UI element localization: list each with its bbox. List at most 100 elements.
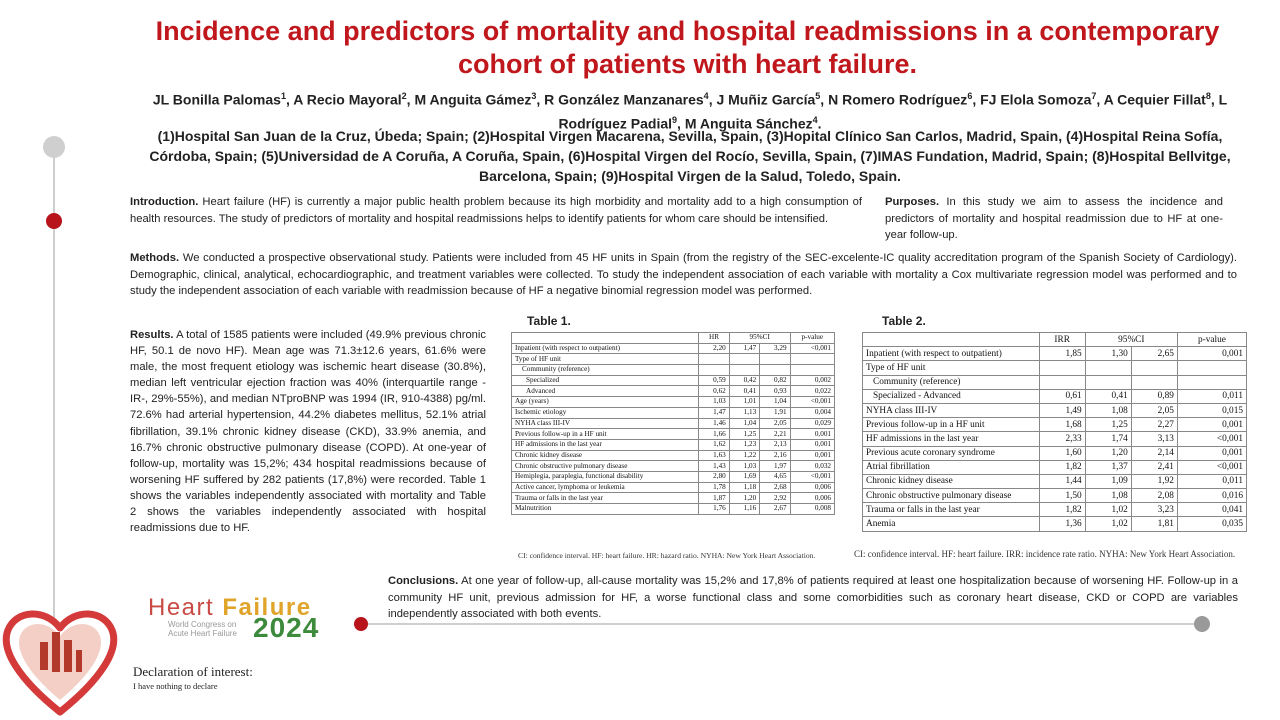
table1-cell-ci-upper: 0,93 [759, 385, 791, 398]
table1-header-row: HR 95%CI p-value [510, 332, 836, 344]
table2-row: Trauma or falls in the last year 1,82 1,02… [862, 502, 1248, 518]
table1-cell-ci-upper: 3,29 [759, 342, 791, 355]
table2-cell-ci-lower: 1,08 [1084, 402, 1132, 419]
logo-sub-line1: World Congress on [168, 620, 237, 629]
author-affiliation-number: 4 [812, 114, 818, 125]
author-name: J Muñiz García [716, 91, 816, 108]
table2-cell-pvalue: 0,015 [1176, 402, 1248, 419]
table1-footnote: CI: confidence interval. HF: heart failu… [518, 551, 816, 560]
table2-cell-ci-upper [1130, 374, 1178, 390]
table1-cell-ci-lower: 1,03 [728, 460, 761, 472]
table2-cell-pvalue: 0,011 [1176, 473, 1248, 490]
table2-cell-ci-lower: 1,20 [1084, 445, 1132, 461]
table1-cell-ci-upper: 1,97 [759, 460, 791, 472]
table1-row-label: Hemiplegia, paraplegia, functional disab… [510, 470, 700, 483]
table2-cell-estimate: 1,85 [1038, 346, 1086, 362]
table1-row: Chronic obstructive pulmonary disease 1,4… [510, 460, 836, 472]
table2-cell-ci-upper: 1,92 [1130, 473, 1178, 490]
results-heading: Results. [130, 329, 174, 341]
table2-row-label: Chronic kidney disease [862, 473, 1040, 490]
table1-cell-ci-lower: 0,41 [728, 385, 761, 398]
conclusions-heading: Conclusions. [388, 575, 459, 587]
table2-cell-estimate: 1,82 [1038, 459, 1086, 475]
table2-row-label: HF admissions in the last year [862, 431, 1040, 447]
table1-cell-pvalue: 0,008 [789, 503, 836, 515]
table2-header-row: IRR 95%CI p-value [862, 331, 1248, 348]
table2-cell-ci-upper: 3,23 [1130, 502, 1178, 518]
table1-row-label: Trauma or falls in the last year [510, 492, 700, 504]
table1-cell-estimate [698, 364, 730, 376]
table2-row-label: Atrial fibrillation [862, 459, 1040, 475]
author-name: M Anguita Sánchez [684, 115, 813, 132]
author-name: L Rodríguez Padial [558, 91, 1228, 132]
table2-cell-estimate: 1,36 [1038, 516, 1086, 532]
table1-row-label: Malnutrition [510, 503, 700, 515]
table1-row-label: Inpatient (with respect to outpatient) [510, 342, 700, 355]
table2-row: Atrial fibrillation 1,82 1,37 2,41 <0,001 [862, 459, 1248, 475]
table1-cell-estimate: 1,62 [698, 438, 730, 451]
table1-cell-pvalue: <0,001 [789, 396, 836, 408]
table2-row-label: Type of HF unit [862, 360, 1040, 376]
table1-row: Specialized 0,59 0,42 0,82 0,002 [510, 374, 836, 387]
table1-cell-ci-upper: 2,05 [759, 417, 791, 430]
table2-cell-ci-lower: 1,08 [1084, 488, 1132, 504]
methods-text: We conducted a prospective observational… [130, 252, 1238, 297]
table2-header-variable [862, 331, 1040, 348]
table1-row: Hemiplegia, paraplegia, functional disab… [510, 470, 836, 483]
table2-cell-estimate: 1,68 [1038, 417, 1086, 433]
declaration-text: I have nothing to declare [133, 681, 218, 691]
table2-cell-ci-upper: 2,14 [1130, 445, 1178, 461]
logo-word-failure: Failure [222, 594, 312, 621]
table2-cell-estimate: 1,49 [1038, 402, 1086, 419]
table2-row-label: NYHA class III-IV [862, 402, 1040, 419]
table1-cell-pvalue [789, 353, 836, 366]
table2-row-label: Inpatient (with respect to outpatient) [862, 346, 1040, 362]
table2-cell-pvalue: <0,001 [1176, 459, 1248, 475]
conclusions-section: Conclusions. At one year of follow-up, a… [388, 573, 1238, 623]
table1-cell-ci-upper: 2,21 [759, 428, 791, 440]
table1-cell-pvalue: 0,022 [789, 385, 836, 398]
table1-cell-ci-upper: 2,67 [759, 503, 791, 515]
table2-row-label: Previous follow-up in a HF unit [862, 417, 1040, 433]
table2-cell-estimate: 1,60 [1038, 445, 1086, 461]
table1-cell-ci-lower: 1,01 [728, 396, 761, 408]
table1-cell-ci-lower: 1,04 [728, 417, 761, 430]
table1-cell-estimate [698, 353, 730, 366]
table1-cell-ci-lower: 1,18 [728, 481, 761, 494]
table1-row-label: Type of HF unit [510, 353, 700, 366]
table1-cell-pvalue: 0,029 [789, 417, 836, 430]
affiliations: (1)Hospital San Juan de la Cruz, Úbeda; … [149, 128, 1231, 184]
table2-cell-ci-lower: 1,74 [1084, 431, 1132, 447]
congress-logo-year: 2024 [253, 612, 320, 643]
author-affiliation-number: 6 [967, 91, 973, 101]
table1-row: Malnutrition 1,76 1,16 2,67 0,008 [510, 503, 836, 515]
table2-row: Previous acute coronary syndrome 1,60 1,20… [862, 445, 1248, 461]
introduction-heading: Introduction. [130, 196, 199, 208]
purposes-section: Purposes. In this study we aim to assess… [885, 194, 1223, 244]
table1-cell-ci-lower: 1,16 [728, 503, 761, 515]
author-affiliation-number: 1 [280, 91, 286, 101]
table2-cell-estimate [1038, 360, 1086, 376]
table1-header-ci: 95%CI [728, 332, 791, 344]
table1-cell-pvalue: 0,001 [789, 449, 836, 462]
table2-footnote: CI: confidence interval. HF: heart failu… [854, 549, 1236, 559]
table2-cell-ci-upper: 2,27 [1130, 417, 1178, 433]
table2-cell-ci-upper: 1,81 [1130, 516, 1178, 532]
table1-header-variable [510, 332, 700, 344]
purposes-text: In this study we aim to assess the incid… [885, 196, 1223, 241]
table1-caption: Table 1. [527, 314, 571, 328]
table1-row-label: NYHA class III-IV [510, 417, 700, 430]
table1-cell-ci-lower [728, 364, 761, 376]
table1-cell-pvalue: <0,001 [789, 342, 836, 355]
table1-row: Age (years) 1,03 1,01 1,04 <0,001 [510, 396, 836, 408]
table2-row: Type of HF unit [862, 360, 1248, 376]
conclusions-text: At one year of follow-up, all-cause mort… [388, 575, 1238, 620]
table1-cell-estimate: 1,87 [698, 492, 730, 504]
table1-cell-ci-lower: 1,69 [728, 470, 761, 483]
table1-row: Inpatient (with respect to outpatient) 2,… [510, 342, 836, 355]
table2-cell-pvalue: 0,041 [1176, 502, 1248, 518]
table1-cell-ci-lower: 1,13 [728, 406, 761, 419]
table1-row-label: Previous follow-up in a HF unit [510, 428, 700, 440]
table1-cell-pvalue: 0,004 [789, 406, 836, 419]
declaration-title: Declaration of interest: [133, 664, 253, 679]
